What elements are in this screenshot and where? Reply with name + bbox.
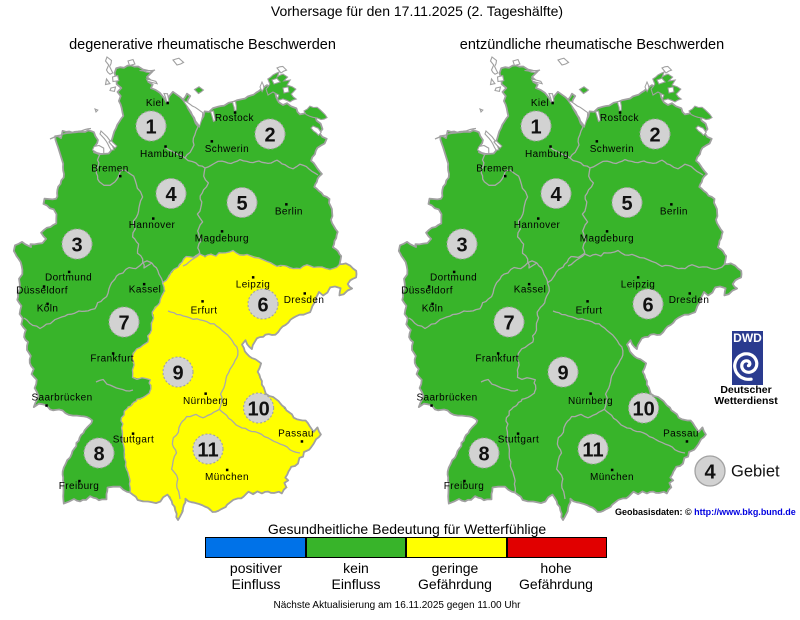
svg-text:1: 1 xyxy=(530,117,541,139)
svg-text:6: 6 xyxy=(257,295,268,317)
svg-text:Berlin: Berlin xyxy=(660,207,688,218)
svg-text:Dresden: Dresden xyxy=(669,295,710,306)
svg-text:Frankfurt: Frankfurt xyxy=(90,354,134,365)
svg-text:Hannover: Hannover xyxy=(514,220,561,231)
svg-text:Magdeburg: Magdeburg xyxy=(195,234,249,245)
svg-text:Kassel: Kassel xyxy=(129,285,161,296)
svg-text:Düsseldorf: Düsseldorf xyxy=(16,286,68,297)
svg-text:6: 6 xyxy=(642,295,653,317)
svg-text:11: 11 xyxy=(582,440,603,462)
svg-text:Freiburg: Freiburg xyxy=(59,481,99,492)
svg-text:2: 2 xyxy=(649,125,660,147)
svg-text:Dortmund: Dortmund xyxy=(430,273,477,284)
svg-text:7: 7 xyxy=(503,313,514,335)
svg-text:Stuttgart: Stuttgart xyxy=(498,435,539,446)
svg-text:Frankfurt: Frankfurt xyxy=(475,354,519,365)
svg-text:Bremen: Bremen xyxy=(476,164,513,175)
svg-text:Leipzig: Leipzig xyxy=(621,280,656,291)
svg-text:4: 4 xyxy=(704,462,716,484)
svg-text:Dresden: Dresden xyxy=(284,295,325,306)
svg-text:11: 11 xyxy=(197,440,218,462)
svg-text:Magdeburg: Magdeburg xyxy=(580,234,634,245)
svg-text:2: 2 xyxy=(264,125,275,147)
svg-text:Hamburg: Hamburg xyxy=(525,149,569,160)
svg-text:Erfurt: Erfurt xyxy=(191,306,218,317)
svg-text:10: 10 xyxy=(247,399,269,421)
svg-text:8: 8 xyxy=(93,444,104,466)
svg-text:Kiel: Kiel xyxy=(531,98,549,109)
svg-text:Saarbrücken: Saarbrücken xyxy=(416,393,477,404)
svg-text:7: 7 xyxy=(118,313,129,335)
svg-text:Nürnberg: Nürnberg xyxy=(568,396,613,407)
svg-text:Gebiet: Gebiet xyxy=(731,463,780,481)
svg-text:Schwerin: Schwerin xyxy=(590,144,634,155)
svg-text:Saarbrücken: Saarbrücken xyxy=(31,393,92,404)
svg-text:Passau: Passau xyxy=(278,429,314,440)
svg-text:München: München xyxy=(590,472,634,483)
svg-text:DWD: DWD xyxy=(733,331,762,345)
svg-text:9: 9 xyxy=(557,363,568,385)
svg-text:Passau: Passau xyxy=(663,429,699,440)
svg-text:Köln: Köln xyxy=(422,304,444,315)
svg-text:Rostock: Rostock xyxy=(600,113,640,124)
svg-text:5: 5 xyxy=(236,193,247,215)
svg-text:4: 4 xyxy=(550,184,562,206)
svg-text:Rostock: Rostock xyxy=(215,113,255,124)
svg-text:Erfurt: Erfurt xyxy=(576,306,603,317)
svg-text:Berlin: Berlin xyxy=(275,207,303,218)
svg-text:Schwerin: Schwerin xyxy=(205,144,249,155)
svg-text:3: 3 xyxy=(456,235,467,257)
svg-text:Dortmund: Dortmund xyxy=(45,273,92,284)
svg-text:3: 3 xyxy=(71,235,82,257)
svg-text:Stuttgart: Stuttgart xyxy=(113,435,154,446)
svg-text:4: 4 xyxy=(165,184,177,206)
svg-text:Bremen: Bremen xyxy=(91,164,128,175)
svg-text:Köln: Köln xyxy=(37,304,59,315)
svg-text:Freiburg: Freiburg xyxy=(444,481,484,492)
svg-text:Kassel: Kassel xyxy=(514,285,546,296)
svg-text:Hamburg: Hamburg xyxy=(140,149,184,160)
svg-text:5: 5 xyxy=(621,193,632,215)
svg-text:Düsseldorf: Düsseldorf xyxy=(401,286,453,297)
svg-text:8: 8 xyxy=(478,444,489,466)
svg-text:Hannover: Hannover xyxy=(129,220,176,231)
svg-text:Kiel: Kiel xyxy=(146,98,164,109)
svg-text:1: 1 xyxy=(145,117,156,139)
svg-text:Nürnberg: Nürnberg xyxy=(183,396,228,407)
svg-text:München: München xyxy=(205,472,249,483)
svg-text:Leipzig: Leipzig xyxy=(236,280,271,291)
svg-text:9: 9 xyxy=(172,363,183,385)
svg-text:10: 10 xyxy=(632,399,654,421)
